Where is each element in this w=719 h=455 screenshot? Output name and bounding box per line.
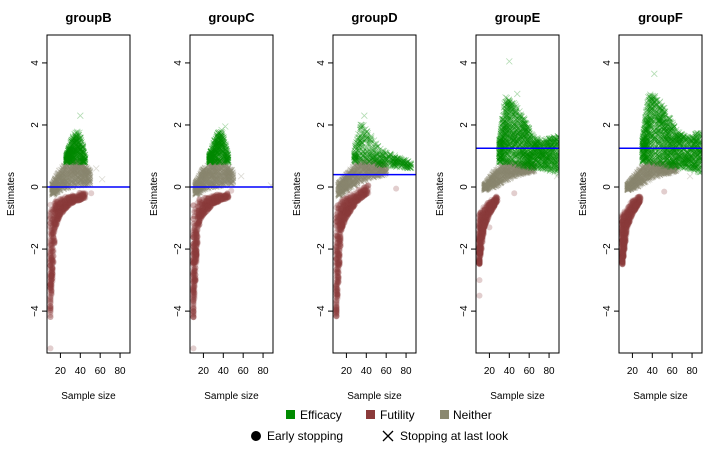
point-futility — [190, 288, 196, 294]
y-tick-label: −4 — [30, 305, 41, 317]
point-neither — [238, 173, 244, 179]
x-tick-label: 80 — [257, 366, 269, 377]
point-futility — [47, 220, 53, 226]
point-futility — [47, 314, 53, 320]
x-tick-label: 60 — [238, 366, 250, 377]
x-axis-label: Sample size — [204, 391, 259, 402]
point-neither — [93, 165, 99, 171]
y-tick-label: −4 — [173, 305, 184, 317]
point-futility — [190, 306, 196, 312]
x-tick-label: 60 — [95, 366, 107, 377]
x-tick-label: 40 — [218, 366, 230, 377]
point-futility — [88, 190, 94, 196]
y-tick-label: 2 — [30, 122, 41, 128]
points — [333, 113, 414, 320]
point-futility — [47, 242, 53, 248]
y-tick-label: 0 — [173, 184, 184, 190]
point-futility — [192, 249, 198, 255]
point-neither — [99, 176, 105, 182]
point-futility — [218, 195, 224, 201]
point-futility — [191, 268, 197, 274]
point-futility — [228, 188, 234, 194]
x-tick-label: 20 — [198, 366, 210, 377]
point-futility — [51, 226, 57, 232]
point-futility — [48, 290, 54, 296]
point-futility — [193, 256, 199, 262]
x-axis-label: Sample size — [61, 391, 116, 402]
y-tick-label: 0 — [30, 184, 41, 190]
y-tick-label: −2 — [173, 243, 184, 255]
point-futility — [82, 195, 88, 201]
y-tick-label: 4 — [30, 60, 41, 66]
x-tick-label: 80 — [114, 366, 126, 377]
y-tick-label: −2 — [30, 243, 41, 255]
point-futility — [190, 345, 196, 351]
point-futility — [190, 311, 196, 317]
y-axis-label: Estimates — [149, 172, 160, 216]
panel-groupB: groupB −4 −2 0 2 4 20 40 60 80 Sample size Estimate… — [6, 10, 130, 402]
point-futility — [197, 215, 203, 221]
point-futility — [202, 195, 208, 201]
point-futility — [190, 280, 196, 286]
point-futility — [49, 264, 55, 270]
points — [47, 113, 105, 352]
panel-title: groupC — [208, 10, 255, 25]
point-futility — [61, 199, 67, 205]
points — [190, 124, 274, 352]
y-axis-label: Estimates — [6, 172, 17, 216]
y-tick-label: 2 — [173, 122, 184, 128]
point-futility — [47, 273, 53, 279]
y-tick-label: 4 — [173, 60, 184, 66]
point-futility — [47, 345, 53, 351]
point-futility — [49, 207, 55, 213]
point-futility — [50, 234, 56, 240]
point-efficacy — [77, 113, 83, 119]
point-futility — [71, 196, 77, 202]
panel-title: groupD — [351, 10, 397, 25]
point-futility — [63, 205, 69, 211]
point-futility — [191, 240, 197, 246]
x-tick-label: 40 — [75, 366, 87, 377]
point-futility — [50, 259, 56, 265]
x-tick-label: 20 — [55, 366, 67, 377]
point-futility — [47, 303, 53, 309]
panel-title: groupB — [65, 10, 111, 25]
point-efficacy — [222, 124, 228, 130]
point-futility — [50, 249, 56, 255]
point-futility — [48, 282, 54, 288]
point-futility — [57, 210, 63, 216]
point-futility — [190, 298, 196, 304]
panel-groupC: groupC −4 −2 0 2 4 20 40 60 80 Sample size Estimate… — [149, 10, 274, 402]
point-futility — [199, 205, 205, 211]
point-futility — [191, 226, 197, 232]
